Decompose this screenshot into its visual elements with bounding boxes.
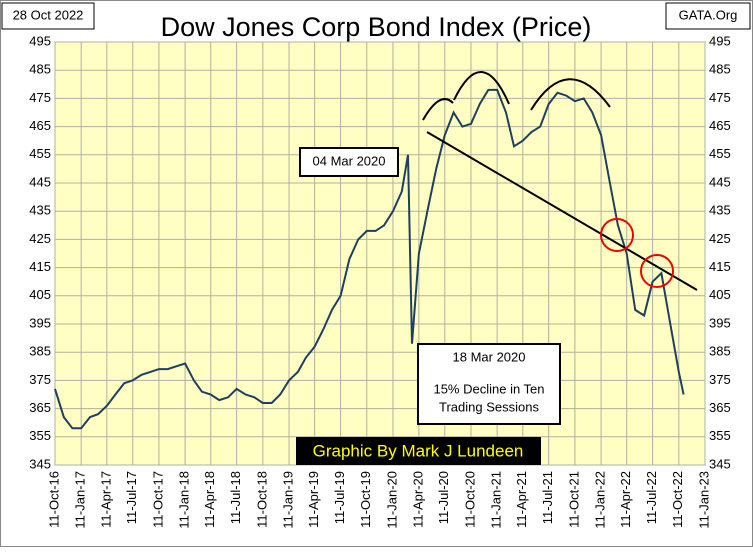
y-tick-label: 495: [29, 33, 51, 48]
date-box: [1, 2, 95, 30]
x-tick-label: 11-Jan-20: [384, 471, 399, 529]
y-tick-label: 455: [709, 146, 731, 161]
y-tick-label: 475: [709, 90, 731, 105]
plot-area: [54, 41, 706, 466]
y-tick-label: 435: [709, 203, 731, 218]
x-tick-label: 11-Jul-17: [124, 471, 139, 524]
y-tick-label: 345: [709, 456, 731, 471]
x-tick-label: 11-Oct-16: [46, 471, 61, 528]
y-tick-label: 355: [29, 428, 51, 443]
x-tick-label: 11-Jul-21: [540, 471, 555, 524]
x-tick-label: 11-Jan-21: [489, 471, 504, 529]
y-tick-label: 455: [29, 146, 51, 161]
x-tick-label: 11-Apr-21: [514, 471, 529, 528]
x-tick-label: 11-Jan-19: [280, 471, 295, 529]
y-tick-label: 445: [29, 174, 51, 189]
y-tick-label: 495: [709, 33, 731, 48]
x-tick-label: 11-Apr-22: [618, 471, 633, 528]
y-tick-label: 425: [29, 231, 51, 246]
circle: [640, 254, 674, 288]
credit-box: [296, 437, 541, 465]
x-tick-label: 11-Apr-17: [98, 471, 113, 528]
circle: [600, 218, 634, 252]
x-tick-label: 11-Oct-19: [358, 471, 373, 528]
x-tick-label: 11-Oct-21: [566, 471, 581, 528]
y-tick-label: 365: [29, 400, 51, 415]
trend-line: [426, 131, 698, 291]
y-tick-label: 385: [709, 344, 731, 359]
x-tick-label: 11-Jan-23: [696, 471, 711, 529]
y-tick-label: 435: [29, 203, 51, 218]
y-tick-label: 485: [29, 62, 51, 77]
y-tick-label: 405: [709, 287, 731, 302]
y-tick-label: 465: [29, 118, 51, 133]
y-tick-label: 395: [29, 315, 51, 330]
chart-title: Dow Jones Corp Bond Index (Price): [161, 12, 592, 42]
annotation: 18 Mar 2020: [453, 349, 526, 364]
y-tick-label: 395: [709, 315, 731, 330]
annotation: 04 Mar 2020: [313, 153, 386, 168]
y-tick-label: 445: [709, 174, 731, 189]
x-tick-label: 11-Jul-19: [332, 471, 347, 524]
x-tick-label: 11-Jan-17: [73, 471, 88, 529]
y-tick-label: 375: [709, 372, 731, 387]
y-tick-label: 475: [29, 90, 51, 105]
date-label: 28 Oct 2022: [13, 7, 84, 22]
x-tick-label: 11-Apr-19: [306, 471, 321, 528]
y-tick-label: 405: [29, 287, 51, 302]
y-tick-label: 365: [709, 400, 731, 415]
annotation-box: [417, 343, 561, 425]
x-tick-label: 11-Jan-18: [177, 471, 192, 529]
x-tick-label: 11-Oct-18: [254, 471, 269, 528]
y-tick-label: 415: [709, 259, 731, 274]
arc: [422, 98, 454, 121]
note-line: Trading Sessions: [439, 399, 539, 414]
arc: [530, 78, 611, 111]
y-tick-label: 485: [709, 62, 731, 77]
x-tick-label: 11-Jul-18: [228, 471, 243, 524]
x-tick-label: 11-Apr-18: [202, 471, 217, 528]
plot: [54, 88, 685, 430]
y-tick-label: 385: [29, 344, 51, 359]
arc: [453, 71, 510, 105]
y-tick-label: 345: [29, 456, 51, 471]
x-tick-label: 11-Oct-17: [150, 471, 165, 528]
x-tick-label: 11-Apr-20: [410, 471, 425, 528]
source-box: [665, 2, 751, 30]
line: [54, 88, 685, 430]
x-tick-label: 11-Jul-20: [436, 471, 451, 524]
x-tick-label: 11-Oct-20: [462, 471, 477, 528]
y-tick-label: 425: [709, 231, 731, 246]
source: GATA.Org: [679, 7, 738, 22]
y-tick-label: 355: [709, 428, 731, 443]
y-tick-label: 465: [709, 118, 731, 133]
annotation-box: [299, 147, 399, 177]
x-tick-label: 11-Oct-22: [670, 471, 685, 528]
x-tick-label: 11-Jan-22: [593, 471, 608, 529]
credit: Graphic By Mark J Lundeen: [313, 441, 524, 460]
note-line: 15% Decline in Ten: [433, 381, 544, 396]
x-tick-label: 11-Jul-22: [644, 471, 659, 524]
grid: [54, 41, 706, 466]
y-tick-label: 415: [29, 259, 51, 274]
y-tick-label: 375: [29, 372, 51, 387]
